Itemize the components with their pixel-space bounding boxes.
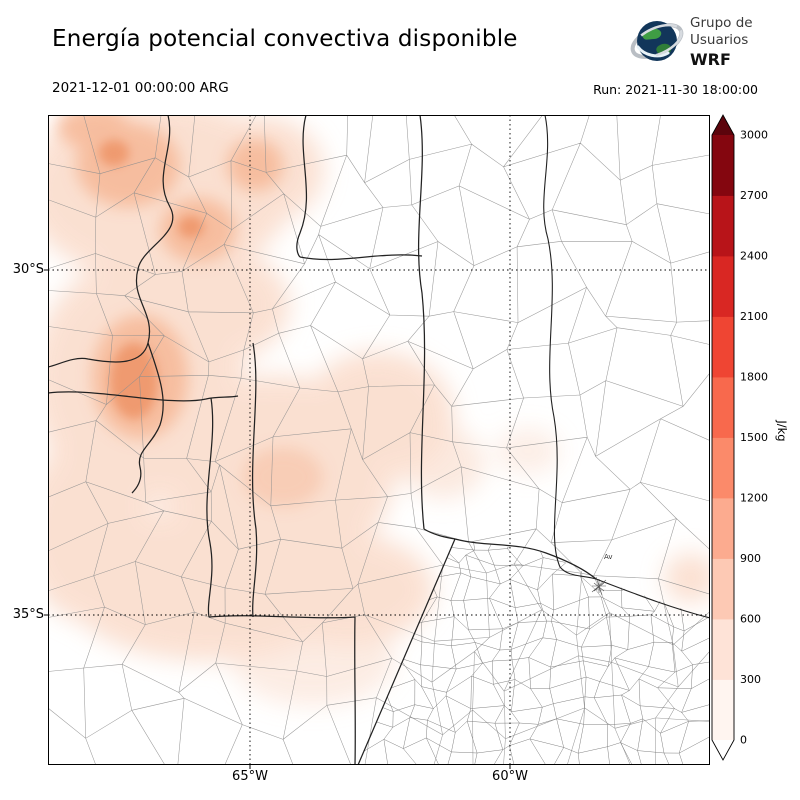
svg-text:2700: 2700 (740, 189, 768, 202)
svg-text:2400: 2400 (740, 250, 768, 263)
run-time-label: Run: 2021-11-30 18:00:00 (593, 82, 758, 97)
page-title: Energía potencial convectiva disponible (52, 26, 518, 52)
ytick-35s: 35°S (12, 607, 44, 622)
cape-shading-field (48, 115, 710, 706)
grid-lines (48, 115, 710, 765)
svg-text:2100: 2100 (740, 310, 768, 323)
colorbar-tick-labels: 0 300 600 900 1200 1500 1800 2100 2400 2700 3000 (740, 129, 768, 747)
colorbar-outline (711, 114, 735, 761)
province-boundaries (48, 115, 597, 765)
svg-text:600: 600 (740, 613, 761, 626)
logo-text-line1: Grupo de (690, 15, 753, 31)
city-cluster-marks (591, 576, 607, 596)
city-label: Av (604, 553, 613, 561)
globe-icon (630, 21, 684, 61)
xtick-65w: 65°W (232, 769, 268, 784)
colorbar: 0 300 600 900 1200 1500 1800 2100 2400 2700 3000 (711, 114, 768, 761)
svg-text:300: 300 (740, 673, 761, 686)
svg-text:900: 900 (740, 552, 761, 565)
colorbar-segments (712, 135, 734, 741)
ytick-30s: 30°S (12, 262, 44, 277)
map-frame (48, 115, 710, 765)
svg-text:3000: 3000 (740, 129, 768, 142)
colorbar-over-arrow (712, 115, 734, 135)
colorbar-unit-label: J/kg (775, 420, 789, 442)
svg-text:1200: 1200 (740, 492, 768, 505)
logo-text-line2: Usuarios (690, 32, 748, 48)
wrf-logo: Grupo de Usuarios WRF (630, 15, 753, 69)
svg-text:1800: 1800 (740, 371, 768, 384)
valid-time-label: 2021-12-01 00:00:00 ARG (52, 80, 229, 96)
logo-text-line3: WRF (690, 50, 731, 69)
xtick-60w: 60°W (492, 769, 528, 784)
colorbar-under-arrow (712, 740, 734, 760)
svg-text:1500: 1500 (740, 431, 768, 444)
parana-river-boundary (543, 115, 710, 619)
department-boundaries (48, 115, 710, 765)
axis-tick-marks (44, 269, 511, 769)
cape-map: Av (44, 115, 710, 769)
svg-text:0: 0 (740, 734, 747, 747)
